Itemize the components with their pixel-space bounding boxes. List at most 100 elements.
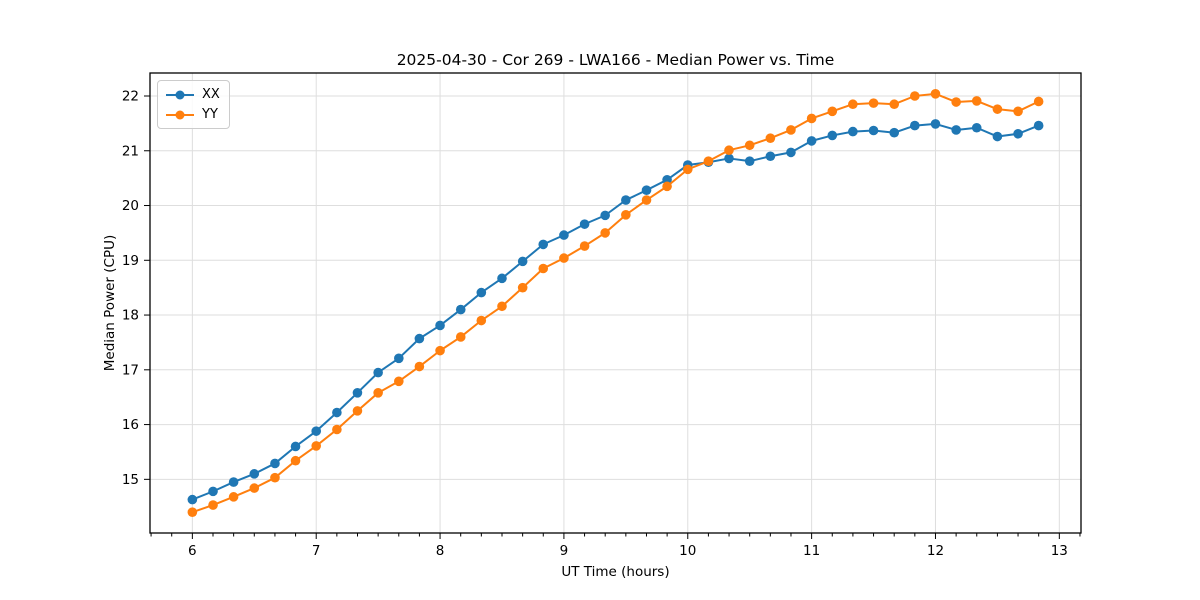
x-tick-label: 7: [312, 543, 321, 559]
series-YY-marker: [951, 97, 961, 107]
series-YY-marker: [414, 361, 425, 372]
series-XX-marker: [951, 125, 961, 135]
x-axis-label: UT Time (hours): [561, 564, 670, 580]
series-XX-marker: [600, 210, 610, 221]
series-YY-marker: [724, 145, 734, 156]
series-YY-marker: [930, 89, 941, 99]
series-XX-marker: [641, 185, 652, 195]
series-YY-marker: [270, 472, 280, 483]
y-tick-label: 20: [122, 198, 139, 214]
series-YY-marker: [806, 113, 817, 124]
x-tick-label: 11: [803, 543, 820, 559]
series-XX-marker: [579, 219, 590, 229]
y-tick-label: 22: [122, 89, 139, 105]
series-XX-marker: [909, 120, 920, 131]
x-tick-label: 10: [679, 543, 696, 559]
series-YY-marker: [394, 376, 404, 387]
series-YY-marker: [641, 195, 652, 205]
series-YY-marker: [187, 507, 198, 517]
legend-item-xx: XX: [166, 85, 220, 104]
series-XX-marker: [662, 174, 672, 185]
x-tick-label: 8: [436, 543, 445, 559]
series-YY-marker: [682, 164, 693, 175]
series-XX-marker: [765, 151, 776, 162]
series-YY-marker: [373, 388, 383, 398]
series-YY-marker: [497, 301, 507, 312]
series-YY-marker: [352, 406, 363, 416]
x-tick-label: 9: [560, 543, 569, 559]
series-YY-marker: [435, 345, 445, 356]
legend-marker-icon: [175, 90, 185, 99]
series-XX-marker: [889, 127, 900, 138]
x-tick-label: 13: [1051, 543, 1068, 559]
series-XX-marker: [744, 156, 755, 166]
series-YY-marker: [971, 96, 982, 106]
series-XX-marker: [208, 486, 218, 497]
series-XX-marker: [290, 441, 301, 452]
series-XX-marker: [848, 126, 858, 137]
series-XX-marker: [1033, 120, 1044, 131]
series-YY-marker: [765, 133, 776, 143]
series-YY-marker: [889, 99, 900, 110]
series-XX-marker: [497, 273, 507, 284]
series-XX-marker: [249, 469, 260, 479]
legend-sample-xx: [166, 90, 194, 100]
series-XX-marker: [332, 407, 342, 418]
series-XX-marker: [971, 122, 982, 133]
series-XX-marker: [352, 388, 363, 398]
series-YY-marker: [662, 181, 672, 192]
series-XX-marker: [228, 477, 239, 487]
series-YY-marker: [517, 282, 528, 293]
axis-ticks: [144, 95, 1060, 539]
series-YY-marker: [992, 104, 1003, 114]
series-XX-marker: [992, 131, 1003, 142]
series-YY-marker: [786, 125, 796, 135]
legend-label: XX: [202, 87, 220, 102]
series-YY-marker: [559, 253, 569, 263]
y-axis-label: Median Power (CPU): [102, 234, 118, 372]
y-tick-label: 18: [122, 308, 139, 324]
series-XX-marker: [930, 119, 941, 129]
tick-labels: 6 7 8 9 10 11 12 13 15 16 17 18 19 20 21 22: [122, 89, 1068, 560]
series-YY-marker: [621, 210, 631, 220]
series-XX-marker: [517, 256, 528, 267]
series-XX-marker: [827, 130, 838, 141]
x-tick-label: 12: [927, 543, 944, 559]
series-YY-marker: [476, 315, 487, 326]
series-YY-marker: [848, 99, 858, 110]
series-XX-marker: [476, 287, 487, 298]
series-YY-marker: [208, 500, 218, 510]
series-YY-marker: [290, 455, 301, 466]
series-XX-marker: [786, 147, 796, 158]
series-XX-marker: [868, 125, 879, 136]
y-tick-label: 17: [122, 362, 139, 378]
series-XX-marker: [455, 304, 466, 315]
chart-title: 2025-04-30 - Cor 269 - LWA166 - Median P…: [396, 51, 835, 69]
series-YY-marker: [744, 140, 755, 151]
legend-sample-yy: [166, 110, 194, 120]
series-YY-marker: [600, 228, 610, 238]
series-YY-marker: [332, 424, 342, 435]
x-tick-label: 6: [188, 543, 197, 559]
series-XX-marker: [435, 320, 445, 331]
series-YY-marker: [868, 98, 879, 108]
legend: XX YY: [157, 80, 230, 129]
legend-label: YY: [202, 107, 218, 122]
y-tick-label: 19: [122, 253, 139, 269]
series-XX-marker: [414, 333, 425, 344]
series-XX-marker: [559, 230, 569, 240]
series-XX-marker: [538, 239, 549, 250]
series-XX-marker: [373, 367, 383, 378]
series-YY-marker: [1033, 96, 1044, 107]
series-YY-marker: [455, 332, 466, 342]
series-XX-marker: [724, 153, 734, 164]
series-XX-marker: [621, 195, 631, 205]
series-YY-marker: [311, 441, 322, 451]
series-XX-marker: [1013, 128, 1023, 139]
series-XX-marker: [311, 426, 322, 436]
series-XX-marker: [187, 494, 198, 505]
series-YY-marker: [1013, 106, 1023, 117]
series-YY-marker: [827, 106, 838, 117]
